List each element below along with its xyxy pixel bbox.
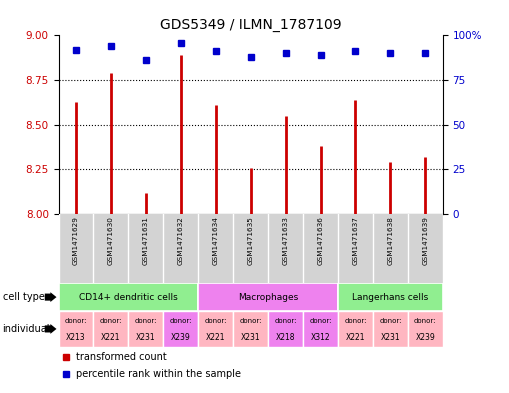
Bar [94,311,128,347]
Bar [199,311,233,347]
Text: X239: X239 [171,333,191,342]
Text: GSM1471634: GSM1471634 [213,216,219,265]
Text: X221: X221 [346,333,365,342]
Text: X213: X213 [66,333,86,342]
Bar [303,311,338,347]
Text: Langerhans cells: Langerhans cells [352,293,429,301]
Text: GSM1471631: GSM1471631 [143,216,149,265]
Text: GSM1471637: GSM1471637 [353,216,358,265]
Text: GSM1471638: GSM1471638 [387,216,393,265]
Text: donor:: donor: [65,318,87,324]
Text: donor:: donor: [309,318,332,324]
Text: X221: X221 [206,333,225,342]
Bar [268,311,303,347]
Text: X231: X231 [241,333,261,342]
Text: donor:: donor: [414,318,437,324]
Text: X221: X221 [101,333,121,342]
Text: donor:: donor: [239,318,262,324]
Text: GSM1471629: GSM1471629 [73,216,79,265]
Text: GSM1471635: GSM1471635 [248,216,253,265]
Bar [128,311,163,347]
Text: GSM1471639: GSM1471639 [422,216,429,265]
Text: Macrophages: Macrophages [238,293,298,301]
Bar [408,311,443,347]
Text: donor:: donor: [169,318,192,324]
Text: GSM1471632: GSM1471632 [178,216,184,265]
Bar [199,283,338,311]
Bar [373,311,408,347]
Text: transformed count: transformed count [76,352,166,362]
Text: GSM1471633: GSM1471633 [282,216,289,265]
Text: donor:: donor: [344,318,367,324]
Bar [233,311,268,347]
Text: individual: individual [3,324,50,334]
Text: donor:: donor: [379,318,402,324]
Text: donor:: donor: [274,318,297,324]
Text: percentile rank within the sample: percentile rank within the sample [76,369,241,378]
Bar [338,283,443,311]
Text: X312: X312 [310,333,330,342]
Text: X218: X218 [276,333,295,342]
Bar [338,311,373,347]
Text: X231: X231 [381,333,400,342]
Bar [163,311,199,347]
Bar [59,311,94,347]
Text: cell type: cell type [3,292,44,302]
Text: donor:: donor: [134,318,157,324]
Text: donor:: donor: [100,318,122,324]
Text: GSM1471636: GSM1471636 [318,216,324,265]
Text: donor:: donor: [205,318,227,324]
Bar [59,283,199,311]
Text: X231: X231 [136,333,156,342]
Text: X239: X239 [415,333,435,342]
Text: CD14+ dendritic cells: CD14+ dendritic cells [79,293,178,301]
Text: GSM1471630: GSM1471630 [108,216,114,265]
Title: GDS5349 / ILMN_1787109: GDS5349 / ILMN_1787109 [160,18,342,31]
